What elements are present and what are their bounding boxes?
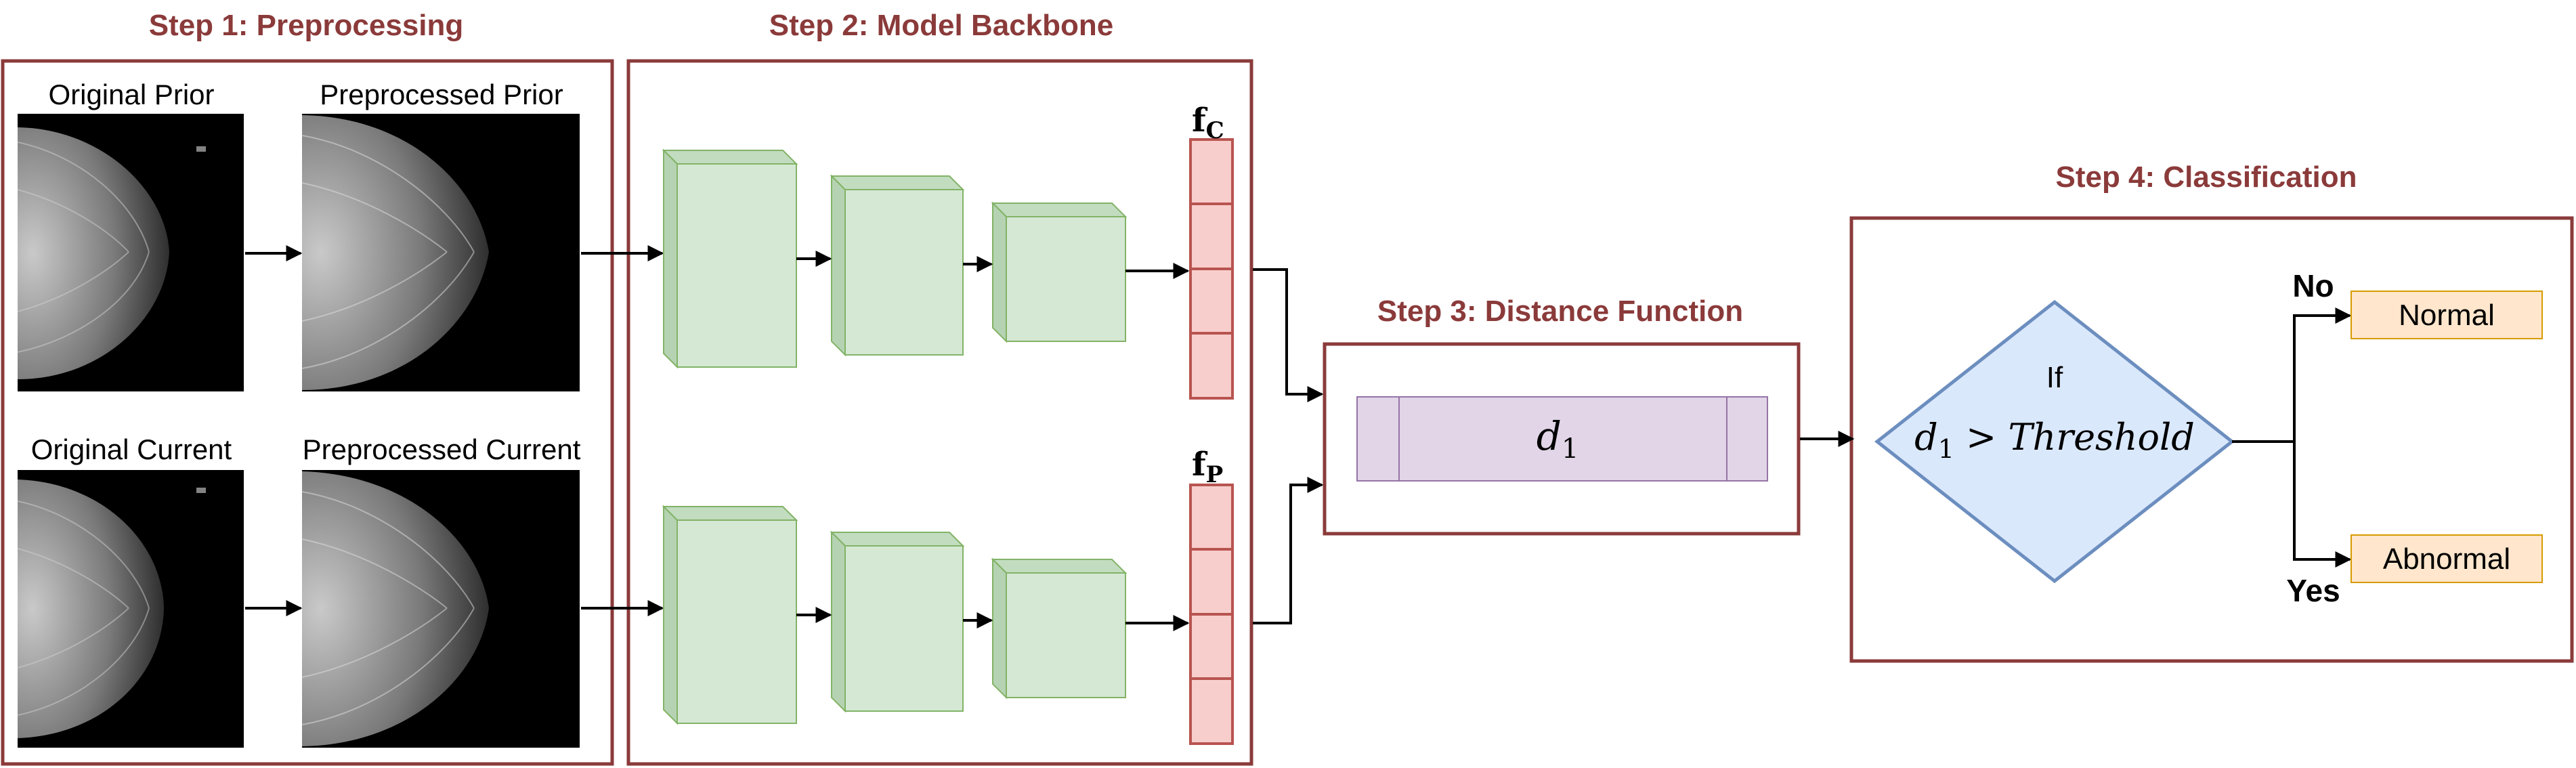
no-label: No [2292,268,2334,303]
step2-title: Step 2: Model Backbone [769,9,1114,42]
step1-box [1,59,614,766]
cnn-block-top-3 [991,201,1128,343]
if-label: If [2046,361,2063,394]
condition-label: d1 > Threshold [1914,416,2195,464]
original-current-label: Original Current [31,433,232,465]
cnn-block-top-1 [662,148,798,369]
preprocessed-current-image [301,470,580,748]
step1-title: Step 1: Preprocessing [149,9,464,42]
cnn-block-bottom-2 [830,530,965,713]
cnn-block-top-2 [830,174,965,357]
preprocessed-prior-image [301,114,580,391]
original-prior-image [17,114,244,391]
normal-box [2350,291,2543,339]
feature-label-fp: fP [1192,446,1223,488]
threshold-diamond [1874,299,2235,584]
branch-line [2232,316,2296,559]
feature-label-fc: fC [1192,102,1224,144]
cnn-block-bottom-3 [991,557,1128,700]
arrow-fc-to-distance [1253,268,1324,402]
original-prior-label: Original Prior [48,79,214,110]
abnormal-box [2350,534,2543,583]
step3-box [1323,342,1801,536]
feature-vector-fp [1189,484,1234,745]
normal-label: Normal [2399,299,2495,332]
preprocessed-current-label: Preprocessed Current [303,433,581,465]
preprocessed-prior-label: Preprocessed Prior [320,79,563,110]
distance-label: d1 [1537,413,1579,465]
original-current-image [17,470,244,748]
step2-box [626,59,1253,766]
abnormal-label: Abnormal [2383,542,2510,576]
distance-block [1356,396,1768,482]
arrow-fp-to-distance [1253,477,1324,624]
step4-title: Step 4: Classification [2055,161,2357,194]
yes-label: Yes [2286,573,2340,608]
cnn-block-bottom-1 [662,505,798,725]
feature-vector-fc [1189,138,1234,400]
step3-title: Step 3: Distance Function [1377,295,1743,328]
